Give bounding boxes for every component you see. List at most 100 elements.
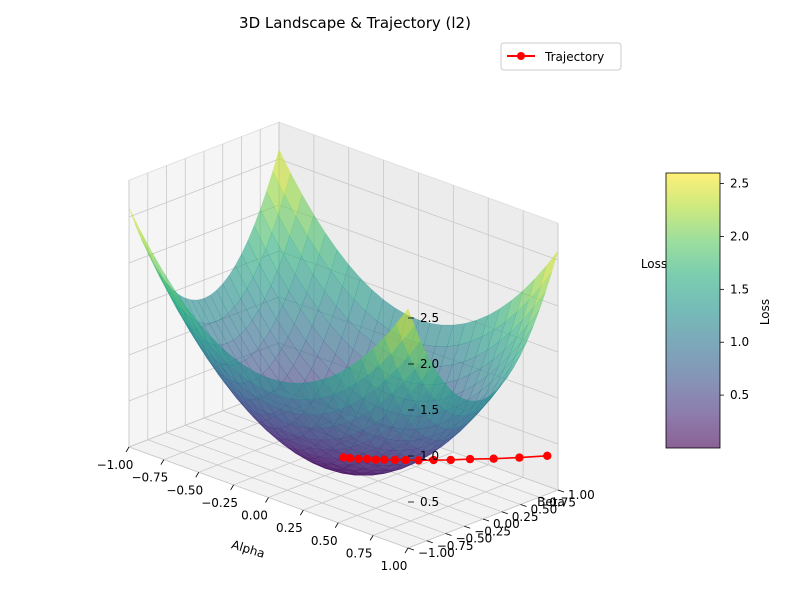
y-tick-label: 1.00 xyxy=(568,488,595,502)
y-axis-label: Beta xyxy=(537,495,565,509)
colorbar-gradient xyxy=(666,173,720,448)
colorbar-label: Loss xyxy=(758,299,772,325)
y-tick-mark xyxy=(464,525,471,529)
x-tick-label: 1.00 xyxy=(381,559,408,573)
surface-facet xyxy=(436,435,455,450)
trajectory-point xyxy=(339,453,348,462)
legend-box xyxy=(500,42,622,71)
left-grid-z xyxy=(128,204,280,264)
surface-facet xyxy=(377,470,396,474)
x-tick-mark xyxy=(404,547,409,554)
surface-facet xyxy=(454,419,473,437)
x-tick-mark xyxy=(265,497,269,503)
z-tick-label: 1.0 xyxy=(420,449,439,463)
x-tick-label: −0.25 xyxy=(201,496,238,510)
y-tick-mark xyxy=(445,533,452,536)
trajectory-point xyxy=(362,454,372,464)
y-tick-mark xyxy=(501,511,508,515)
z-axis-label: Loss xyxy=(641,257,667,271)
trajectory-point xyxy=(489,454,498,463)
z-tick-label: 2.0 xyxy=(420,357,439,371)
trajectory-point xyxy=(446,455,455,465)
y-tick-mark xyxy=(539,496,546,500)
colorbar-tick-label: 1.5 xyxy=(730,282,749,296)
colorbar-tick-label: 1.0 xyxy=(730,335,749,349)
y-tick-mark xyxy=(407,547,415,551)
x-tick-mark xyxy=(195,472,200,478)
x-tick-mark xyxy=(369,535,374,541)
surface-facet xyxy=(509,325,528,356)
surface-facet xyxy=(515,306,535,339)
back-grid-z xyxy=(278,204,559,307)
y-tick-label: −0.50 xyxy=(456,532,493,546)
legend: Trajectory xyxy=(500,42,622,71)
floor-grid-x xyxy=(372,477,524,536)
legend-label: Trajectory xyxy=(544,50,604,64)
x-tick-label: 0.00 xyxy=(241,509,268,523)
y-tick-mark xyxy=(557,489,565,493)
z-tick-label: 0.5 xyxy=(420,495,439,509)
trajectory-point xyxy=(354,454,363,464)
surface-facet xyxy=(528,265,547,301)
y-tick-label: −0.25 xyxy=(474,524,511,538)
floor-grid-x xyxy=(303,451,454,511)
y-tick-label: 0.25 xyxy=(512,510,539,524)
y-tick-label: 0.00 xyxy=(493,517,520,531)
surface-facet xyxy=(422,423,442,440)
trajectory-point xyxy=(401,455,410,465)
colorbar: 0.5 1.0 1.5 2.0 2.5 Loss xyxy=(665,172,772,449)
left-grid-z xyxy=(128,158,280,218)
loss-surface xyxy=(128,149,559,476)
surface-facet xyxy=(447,424,467,440)
trajectory-series xyxy=(339,451,552,465)
surface-facet xyxy=(434,410,454,428)
x-tick-label: 0.75 xyxy=(346,546,373,560)
y-tick-mark xyxy=(426,540,433,544)
x-tick-mark xyxy=(230,484,234,491)
trajectory-point xyxy=(465,454,475,464)
trajectory-point xyxy=(345,453,355,463)
y-tick-label: 0.75 xyxy=(549,495,576,509)
colorbar-frame xyxy=(665,172,721,449)
trajectory-point xyxy=(380,455,389,464)
trajectory-point xyxy=(371,455,380,464)
y-tick-mark xyxy=(482,518,490,522)
z-tick-label: 1.5 xyxy=(420,403,439,417)
colorbar-tick-label: 0.5 xyxy=(730,388,749,402)
colorbar-tick-label: 2.0 xyxy=(730,229,749,243)
y-tick-label: 0.50 xyxy=(531,503,558,517)
trajectory-point xyxy=(543,451,552,461)
x-tick-mark xyxy=(125,446,130,453)
back-grid-z xyxy=(278,158,559,261)
x-axis-label: Alpha xyxy=(230,537,267,560)
colorbar-ticks: 0.5 1.0 1.5 2.0 2.5 xyxy=(720,177,749,402)
surface-facet xyxy=(364,464,384,473)
surface-facet xyxy=(399,445,419,458)
x-tick-mark xyxy=(300,509,304,516)
chart-title: 3D Landscape & Trajectory (l2) xyxy=(239,14,471,32)
y-tick-label: −1.00 xyxy=(418,546,455,560)
legend-dot-marker xyxy=(517,52,525,60)
x-tick-label: −0.75 xyxy=(131,471,168,485)
x-tick-label: −1.00 xyxy=(97,458,134,472)
surface-facet xyxy=(533,272,552,308)
trajectory-point xyxy=(515,453,524,462)
trajectory-point xyxy=(390,455,400,465)
surface-facet xyxy=(516,278,535,313)
x-tick-label: 0.25 xyxy=(276,521,303,535)
floor-grid-x xyxy=(338,464,489,524)
trajectory-point xyxy=(429,455,438,465)
x-tick-mark xyxy=(334,522,339,528)
x-tick-label: 0.50 xyxy=(311,534,338,548)
axis-ticks: −1.00−0.75−0.50−0.250.000.250.500.751.00… xyxy=(97,311,595,573)
y-tick-mark xyxy=(520,504,527,507)
surface-facet xyxy=(383,468,402,474)
surface-facet xyxy=(411,435,430,450)
colorbar-tick-label: 2.5 xyxy=(730,177,749,191)
trajectory-point xyxy=(414,456,423,465)
z-tick-label: 2.5 xyxy=(420,311,439,325)
x-tick-label: −0.50 xyxy=(166,483,203,497)
y-tick-label: −0.75 xyxy=(437,539,474,553)
x-tick-mark xyxy=(160,459,165,465)
